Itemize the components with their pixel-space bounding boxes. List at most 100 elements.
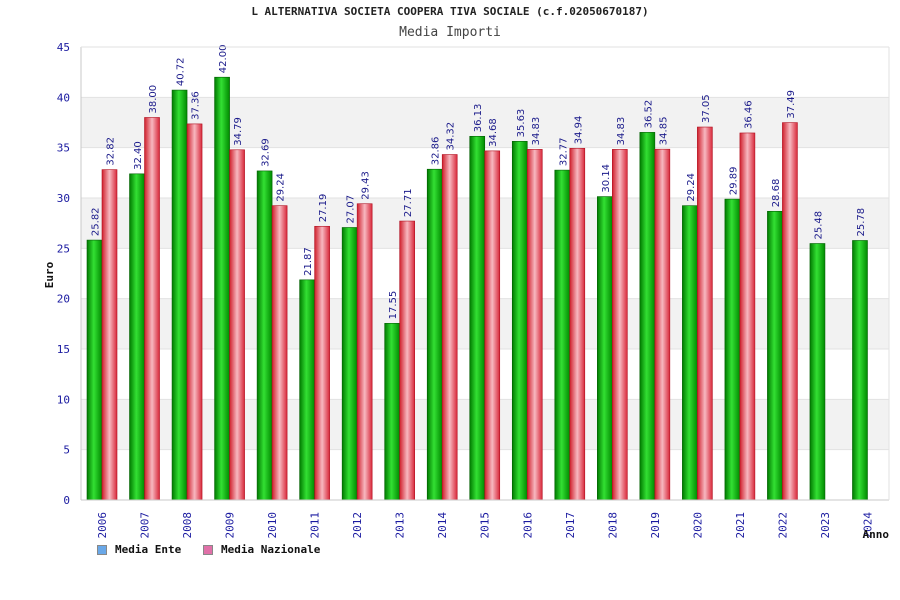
- chart-subtitle: Media Importi: [399, 25, 501, 40]
- bar-media-ente: [256, 170, 273, 501]
- bar-media-nazionale: [484, 150, 501, 501]
- bar-value-label: 37.05: [701, 94, 712, 123]
- bar-media-nazionale: [101, 169, 118, 501]
- bar-value-label: 35.63: [516, 109, 527, 138]
- bar-media-nazionale: [356, 203, 373, 501]
- bar-value-label: 34.32: [446, 122, 457, 151]
- bar-value-label: 30.14: [601, 164, 612, 193]
- x-tick-label: 2013: [394, 512, 407, 539]
- y-axis-label: Euro: [43, 261, 56, 288]
- bar-value-label: 36.46: [743, 100, 754, 129]
- x-tick-label: 2017: [564, 512, 577, 539]
- bar-media-nazionale: [569, 147, 586, 501]
- x-tick-label: 2021: [734, 512, 747, 539]
- x-axis-label: Anno: [863, 528, 890, 541]
- bar-value-label: 34.83: [616, 117, 627, 146]
- bar-value-label: 42.00: [218, 45, 229, 74]
- bar-media-ente: [597, 196, 613, 501]
- bar-media-nazionale: [229, 149, 245, 501]
- legend-swatch-media-nazionale: [203, 544, 213, 555]
- y-tick-label: 15: [57, 343, 70, 356]
- bar-value-label: 32.86: [431, 137, 442, 166]
- bar-value-label: 37.36: [191, 91, 202, 120]
- legend-swatch-media-ente: [97, 544, 107, 555]
- y-tick-label: 5: [63, 444, 70, 457]
- axes-layer: [80, 46, 890, 501]
- y-tick-label: 25: [57, 242, 70, 255]
- y-tick-label: 20: [57, 293, 70, 306]
- legend-label-media-ente: Media Ente: [115, 543, 182, 556]
- x-tick-label: 2024: [861, 512, 874, 539]
- x-tick-label: 2018: [606, 512, 619, 539]
- bar-value-label: 34.94: [573, 116, 584, 145]
- bar-media-ente: [341, 227, 358, 501]
- x-tick-label: 2022: [776, 512, 789, 539]
- bar-value-label: 28.68: [771, 179, 782, 208]
- bar-value-label: 32.69: [261, 138, 272, 167]
- bar-media-nazionale: [399, 220, 415, 501]
- bar-media-ente: [171, 89, 188, 501]
- legend-label-media-nazionale: Media Nazionale: [221, 543, 321, 556]
- chart-title: L ALTERNATIVA SOCIETA COOPERA TIVA SOCIA…: [251, 5, 649, 18]
- bars-layer: [86, 76, 868, 501]
- bar-value-label: 25.48: [813, 211, 824, 240]
- bar-media-ente: [86, 239, 103, 501]
- bar-value-label: 27.71: [403, 188, 414, 217]
- bar-value-label: 38.00: [148, 85, 159, 114]
- bar-media-nazionale: [782, 122, 798, 501]
- bar-value-label: 34.68: [488, 118, 499, 147]
- bar-value-label: 40.72: [176, 57, 187, 86]
- bar-media-ente: [767, 210, 783, 501]
- bar-value-label: 27.07: [346, 195, 357, 224]
- bar-media-nazionale: [739, 132, 756, 501]
- bar-value-label: 27.19: [318, 194, 329, 223]
- x-tick-label: 2008: [181, 512, 194, 539]
- bar-value-label: 25.78: [856, 208, 867, 237]
- bar-media-nazionale: [271, 205, 288, 501]
- bar-value-label: 34.85: [658, 117, 669, 146]
- bar-value-label: 29.24: [276, 173, 287, 202]
- x-tick-label: 2015: [479, 512, 492, 539]
- bar-media-ente: [852, 240, 868, 501]
- bar-value-label: 25.82: [91, 207, 102, 236]
- bar-media-ente: [682, 205, 698, 501]
- bar-media-nazionale: [654, 148, 671, 501]
- x-tick-label: 2023: [819, 512, 832, 539]
- bar-media-ente: [724, 198, 741, 501]
- bar-labels-layer: 25.82 32.82 32.40 38.00 40.72 37.36 42.00 34.79…: [91, 45, 867, 320]
- y-tick-label: 35: [57, 142, 70, 155]
- bar-media-nazionale: [612, 149, 628, 501]
- x-tick-label: 2011: [309, 512, 322, 539]
- bar-media-ente: [426, 168, 443, 501]
- bar-value-label: 32.77: [558, 137, 569, 166]
- bar-value-label: 37.49: [786, 90, 797, 119]
- bar-media-nazionale: [186, 123, 203, 501]
- x-tick-label: 2009: [224, 512, 237, 539]
- bar-value-label: 29.43: [361, 171, 372, 200]
- x-tick-label: 2019: [649, 512, 662, 539]
- bar-value-label: 32.40: [133, 141, 144, 170]
- bar-media-ente: [511, 141, 528, 501]
- bar-media-ente: [299, 279, 315, 501]
- bar-media-ente: [129, 173, 145, 501]
- bar-value-label: 32.82: [106, 137, 117, 166]
- bar-media-nazionale: [144, 117, 160, 501]
- legend-item-media-ente: Media Ente: [97, 543, 181, 556]
- y-tick-label: 30: [57, 192, 70, 205]
- x-tick-label: 2010: [266, 512, 279, 539]
- y-tick-label: 45: [57, 41, 70, 54]
- legend-item-media-nazionale: Media Nazionale: [203, 543, 320, 556]
- bar-value-label: 21.87: [303, 247, 314, 276]
- y-tick-label: 10: [57, 393, 70, 406]
- bar-value-label: 36.13: [473, 104, 484, 133]
- bar-value-label: 17.55: [388, 291, 399, 320]
- bar-media-ente: [809, 243, 826, 501]
- bar-value-label: 29.89: [728, 166, 739, 195]
- x-tick-label: 2006: [96, 512, 109, 539]
- bar-media-ente: [469, 135, 486, 501]
- x-tick-label: 2016: [521, 512, 534, 539]
- bar-media-nazionale: [314, 225, 330, 501]
- bar-media-nazionale: [697, 126, 713, 501]
- bar-value-label: 34.79: [233, 117, 244, 146]
